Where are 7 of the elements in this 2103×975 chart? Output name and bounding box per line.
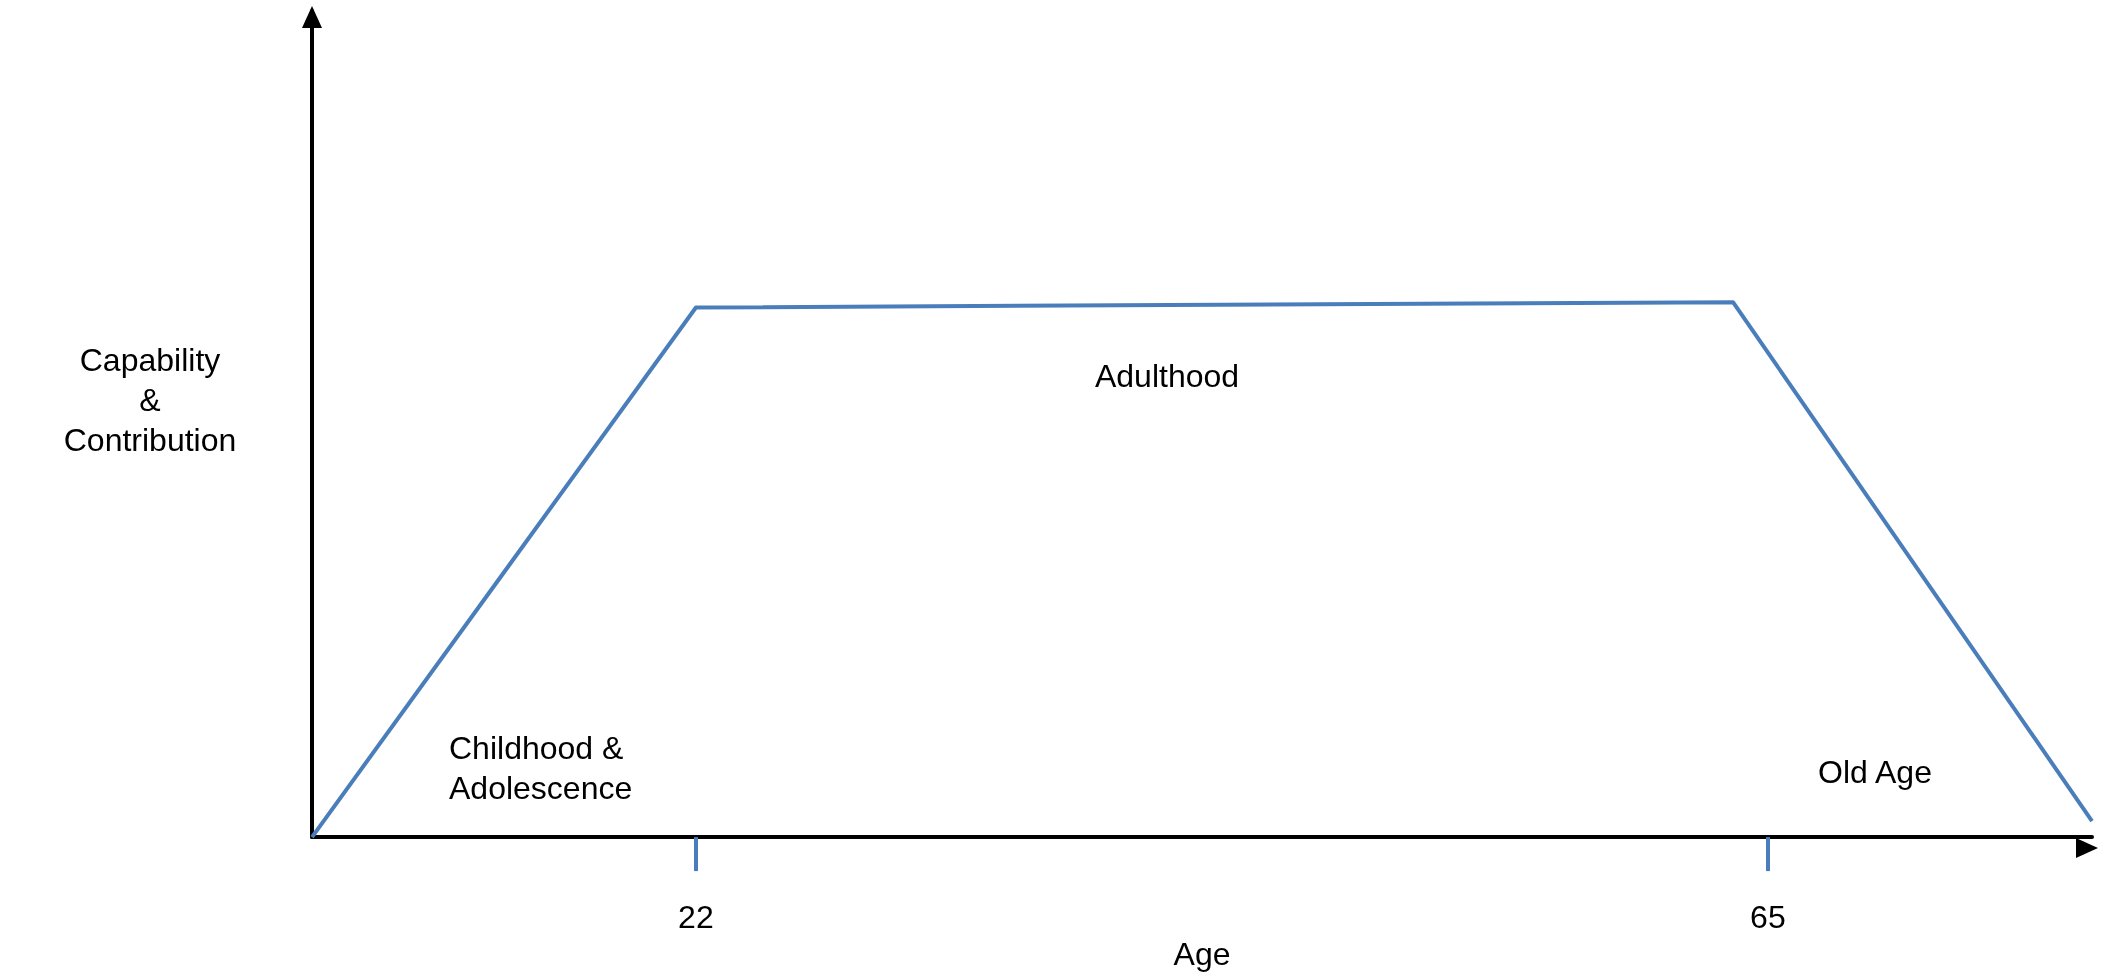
annotation: Old Age <box>1818 754 1932 790</box>
x-tick-label: 22 <box>678 899 714 936</box>
y-axis-title: Capability & Contribution <box>63 342 237 458</box>
annotation: Childhood & Adolescence <box>449 730 633 806</box>
x-tick-label: 65 <box>1750 899 1786 936</box>
x-axis-title: Age <box>1173 936 1231 972</box>
annotation: Adulthood <box>1094 358 1240 394</box>
